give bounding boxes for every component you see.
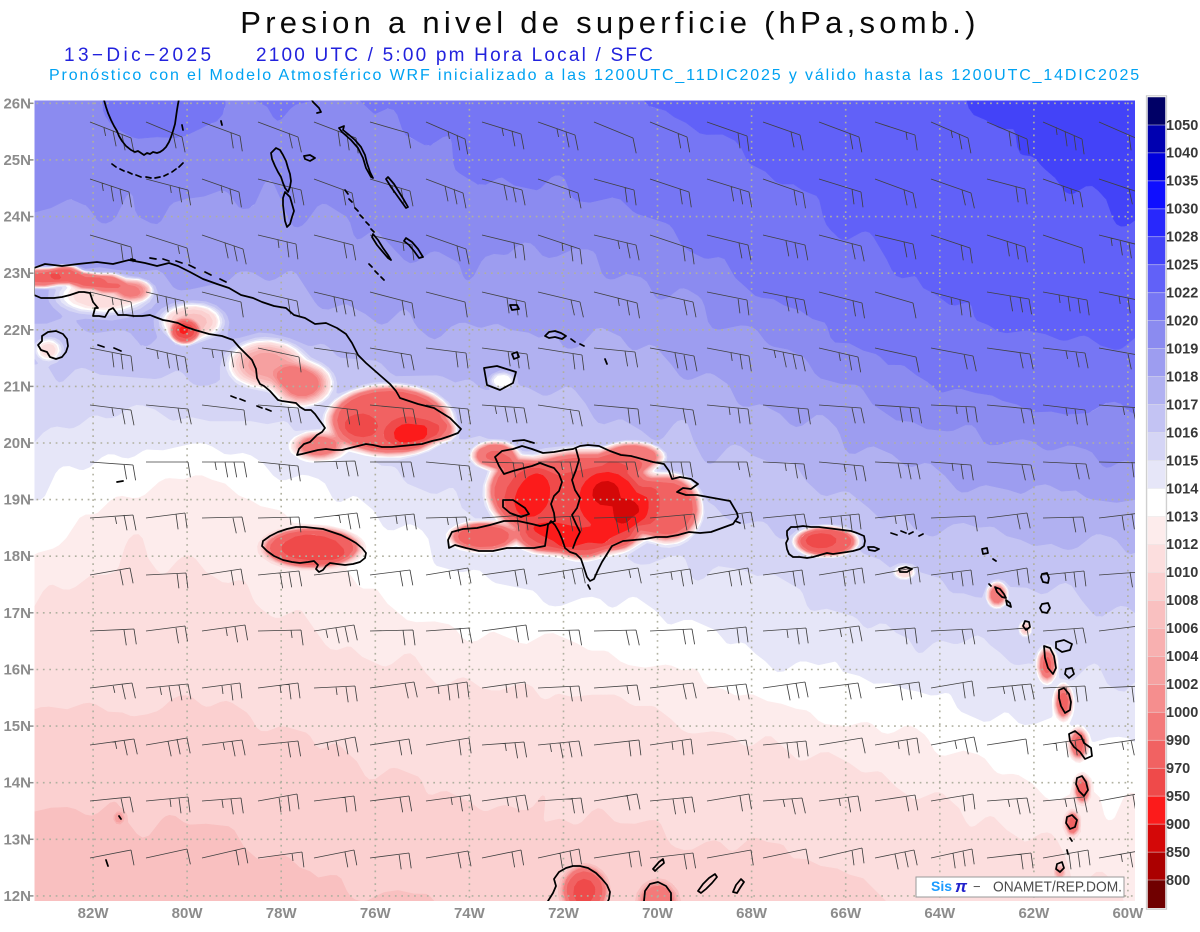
svg-text:12N: 12N [3,888,31,905]
svg-text:21N: 21N [3,378,31,395]
svg-text:78W: 78W [266,905,298,922]
svg-text:1025: 1025 [1166,258,1198,274]
svg-text:800: 800 [1166,873,1190,889]
svg-text:1030: 1030 [1166,202,1198,218]
svg-text:π: π [955,877,968,896]
svg-text:16N: 16N [3,662,31,679]
svg-text:1000: 1000 [1166,705,1198,721]
svg-text:66W: 66W [830,905,862,922]
svg-text:1022: 1022 [1166,286,1198,302]
svg-text:22N: 22N [3,322,31,339]
svg-text:1018: 1018 [1166,370,1198,386]
svg-text:1013: 1013 [1166,509,1198,525]
svg-text:20N: 20N [3,435,31,452]
svg-text:950: 950 [1166,789,1190,805]
svg-text:14N: 14N [3,775,31,792]
svg-text:1050: 1050 [1166,118,1198,134]
svg-text:1002: 1002 [1166,677,1198,693]
svg-text:23N: 23N [3,265,31,282]
svg-text:990: 990 [1166,733,1190,749]
svg-text:68W: 68W [736,905,768,922]
svg-text:1006: 1006 [1166,621,1198,637]
svg-text:60W: 60W [1112,905,1144,922]
svg-text:−: − [973,879,981,894]
svg-text:1019: 1019 [1166,342,1198,358]
svg-text:17N: 17N [3,605,31,622]
svg-text:1040: 1040 [1166,146,1198,162]
svg-text:24N: 24N [3,209,31,226]
svg-text:Sis: Sis [931,878,952,894]
svg-text:1020: 1020 [1166,314,1198,330]
svg-text:13−Dic−2025: 13−Dic−2025 [64,45,214,66]
svg-text:1017: 1017 [1166,397,1198,413]
svg-text:900: 900 [1166,817,1190,833]
svg-text:1035: 1035 [1166,174,1198,190]
svg-text:1008: 1008 [1166,593,1198,609]
svg-text:64W: 64W [924,905,956,922]
svg-text:1010: 1010 [1166,565,1198,581]
svg-text:26N: 26N [3,95,31,112]
svg-text:Presion a nivel de superficie: Presion a nivel de superficie (hPa,somb.… [240,5,979,40]
svg-text:70W: 70W [642,905,674,922]
svg-text:62W: 62W [1018,905,1050,922]
svg-text:76W: 76W [360,905,392,922]
svg-text:1015: 1015 [1166,453,1198,469]
svg-text:82W: 82W [78,905,110,922]
svg-text:1014: 1014 [1166,481,1198,497]
svg-text:72W: 72W [548,905,580,922]
svg-text:19N: 19N [3,492,31,509]
svg-text:80W: 80W [172,905,204,922]
svg-text:25N: 25N [3,152,31,169]
svg-text:1016: 1016 [1166,425,1198,441]
svg-text:18N: 18N [3,548,31,565]
svg-text:1004: 1004 [1166,649,1198,665]
svg-text:850: 850 [1166,845,1190,861]
svg-text:970: 970 [1166,761,1190,777]
svg-text:1012: 1012 [1166,537,1198,553]
svg-text:13N: 13N [3,831,31,848]
svg-text:2100 UTC / 5:00 pm Hora Local: 2100 UTC / 5:00 pm Hora Local / SFC [256,45,655,66]
svg-text:15N: 15N [3,718,31,735]
svg-text:1028: 1028 [1166,230,1198,246]
svg-text:Pronóstico con el Modelo Atmos: Pronóstico con el Modelo Atmosférico WRF… [49,67,1141,84]
svg-text:74W: 74W [454,905,486,922]
svg-text:ONAMET/REP.DOM.: ONAMET/REP.DOM. [993,879,1122,896]
